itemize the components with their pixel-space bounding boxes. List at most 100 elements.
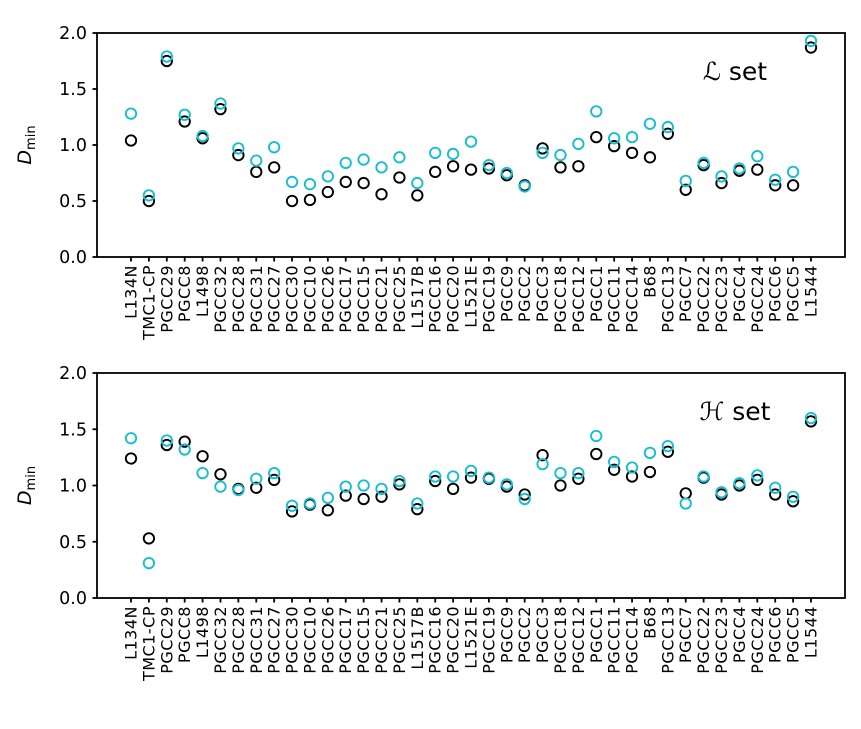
data-point-black [214,103,227,116]
x-tick-label: PGCC14 [623,606,642,674]
x-tick-label: PGCC12 [569,265,588,333]
data-point-black [661,445,674,458]
x-tick-label: PGCC8 [175,265,194,322]
x-tick-label: L134N [122,265,141,319]
data-point-cyan [321,170,334,183]
y-tick-label: 0.5 [59,192,87,212]
x-tick-label: PGCC17 [336,606,355,674]
data-point-cyan [124,432,138,445]
data-point-black [572,160,585,173]
data-point-black [446,160,460,173]
data-point-black [357,492,370,506]
x-tick-label: PGCC23 [712,606,731,674]
y-axis-label: Dmin [14,466,39,505]
data-point-black [661,127,674,140]
data-point-black [679,487,692,500]
data-point-black [429,165,442,179]
data-point-cyan [393,474,406,488]
data-point-black [751,163,764,176]
data-point-black [482,162,496,175]
x-tick-label: PGCC30 [283,265,302,333]
data-point-black [142,532,156,545]
data-point-cyan [518,180,531,193]
data-point-black [285,194,299,208]
panel-label: ℋ set [700,397,771,426]
y-tick-label: 1.0 [59,136,87,156]
x-tick-label: PGCC8 [175,606,194,663]
data-point-cyan [124,107,138,120]
data-point-cyan [411,176,424,190]
data-point-cyan [590,429,603,443]
data-point-black [554,161,567,174]
data-point-cyan [393,151,406,164]
y-tick-label: 2.0 [59,364,87,384]
x-tick-label: PGCC11 [605,606,624,674]
y-tick-label: 1.0 [59,477,87,497]
data-point-black [751,473,764,487]
x-tick-label: PGCC3 [533,606,552,663]
data-point-black [786,179,800,192]
data-point-black [303,193,317,207]
x-tick-label: L1517B [408,265,427,329]
x-tick-label: TMC1-CP [139,265,158,341]
data-point-black [393,478,406,491]
data-point-black [178,115,191,128]
data-point-black [411,189,424,202]
data-point-cyan [500,166,513,180]
data-point-cyan [643,446,657,460]
data-point-cyan [715,170,728,183]
data-point-cyan [250,154,263,167]
x-tick-label: PGCC5 [784,606,803,663]
data-point-cyan [357,479,370,492]
data-point-cyan [769,173,782,186]
data-point-black [178,435,191,448]
x-tick-label: PGCC15 [354,265,373,333]
data-point-black [160,438,173,452]
y-tick-label: 1.5 [59,420,87,440]
x-tick-label: PGCC29 [157,606,176,674]
data-point-black [142,194,156,208]
data-point-black [590,447,603,461]
x-tick-label: L1517B [408,606,427,670]
x-tick-label: PGCC10 [300,606,319,674]
data-point-cyan [518,492,531,506]
data-point-cyan [285,175,299,189]
x-tick-label: PGCC21 [372,265,391,333]
data-point-black [375,188,388,201]
x-tick-label: PGCC24 [748,265,767,333]
data-point-cyan [303,178,317,191]
data-point-cyan [733,477,746,490]
data-point-cyan [482,471,496,484]
x-tick-label: L134N [122,606,141,660]
data-point-black [536,448,549,462]
data-point-black [232,148,245,162]
data-point-cyan [321,491,334,505]
x-tick-label: PGCC25 [390,265,409,333]
data-point-black [321,185,334,199]
data-point-cyan [679,174,692,187]
x-tick-label: PGCC27 [265,606,284,674]
data-point-black [464,471,478,484]
data-point-cyan [804,411,818,425]
data-point-black [804,41,818,54]
data-point-cyan [536,457,549,471]
x-tick-label: PGCC3 [533,265,552,322]
data-point-black [625,146,639,159]
x-tick-label: PGCC16 [426,265,445,333]
x-tick-label: L1521E [462,606,481,669]
data-point-cyan [446,470,460,483]
data-point-cyan [214,97,227,110]
data-point-cyan [500,478,513,491]
x-tick-label: PGCC2 [515,265,534,322]
data-point-cyan [446,147,460,161]
x-tick-label: PGCC21 [372,606,391,674]
data-point-black [625,470,639,483]
data-point-cyan [285,499,299,512]
data-point-cyan [196,129,209,143]
data-point-black [572,472,585,485]
x-tick-label: PGCC11 [605,265,624,333]
x-tick-label: PGCC12 [569,606,588,674]
data-point-black [268,161,281,174]
x-tick-label: PGCC28 [229,265,248,333]
